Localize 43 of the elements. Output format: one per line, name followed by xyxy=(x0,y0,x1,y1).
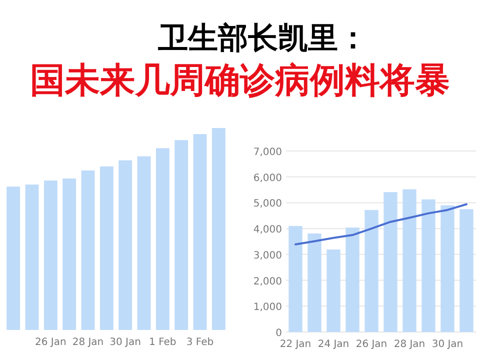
bar xyxy=(193,134,207,330)
bar xyxy=(440,205,454,332)
x-tick-label: 24 Jan xyxy=(318,339,350,350)
bar xyxy=(422,199,436,332)
bar xyxy=(402,189,416,332)
y-tick-label: 0 xyxy=(276,328,282,339)
bar xyxy=(25,184,39,330)
x-tick-label: 30 Jan xyxy=(432,339,464,350)
y-tick-label: 1,000 xyxy=(253,302,282,314)
y-tick-label: 3,000 xyxy=(253,250,282,262)
bar xyxy=(62,178,76,330)
bar xyxy=(137,156,151,330)
x-tick-label: 1 Feb xyxy=(149,337,176,348)
y-tick-label: 7,000 xyxy=(253,147,282,158)
bar xyxy=(6,186,20,330)
y-tick-label: 4,000 xyxy=(253,224,282,236)
y-tick-label: 5,000 xyxy=(253,198,282,210)
bar xyxy=(44,180,58,330)
y-tick-label: 2,000 xyxy=(253,276,282,288)
bar xyxy=(460,209,474,332)
x-tick-label: 28 Jan xyxy=(72,337,104,348)
x-tick-label: 26 Jan xyxy=(356,339,388,350)
chart-title: 卫生部长凯里： xyxy=(157,21,368,56)
bar xyxy=(174,140,188,330)
bar xyxy=(364,210,378,332)
line-series xyxy=(294,203,468,246)
bar xyxy=(384,192,398,332)
x-tick-label: 30 Jan xyxy=(110,337,141,348)
bar xyxy=(100,166,114,330)
bar xyxy=(288,226,302,332)
bar xyxy=(308,233,322,332)
bar xyxy=(326,250,340,332)
x-tick-label: 26 Jan xyxy=(35,337,66,348)
bar xyxy=(346,228,360,332)
x-tick-label: 3 Feb xyxy=(186,337,214,348)
y-tick-label: 6,000 xyxy=(253,172,282,184)
bar xyxy=(118,160,132,330)
bar xyxy=(156,148,170,330)
bar xyxy=(81,170,95,330)
x-tick-label: 22 Jan xyxy=(280,339,312,350)
bar xyxy=(212,128,226,330)
x-tick-label: 28 Jan xyxy=(394,339,426,350)
chart-subtitle: 国未来几周确诊病例料将暴 xyxy=(30,61,450,101)
